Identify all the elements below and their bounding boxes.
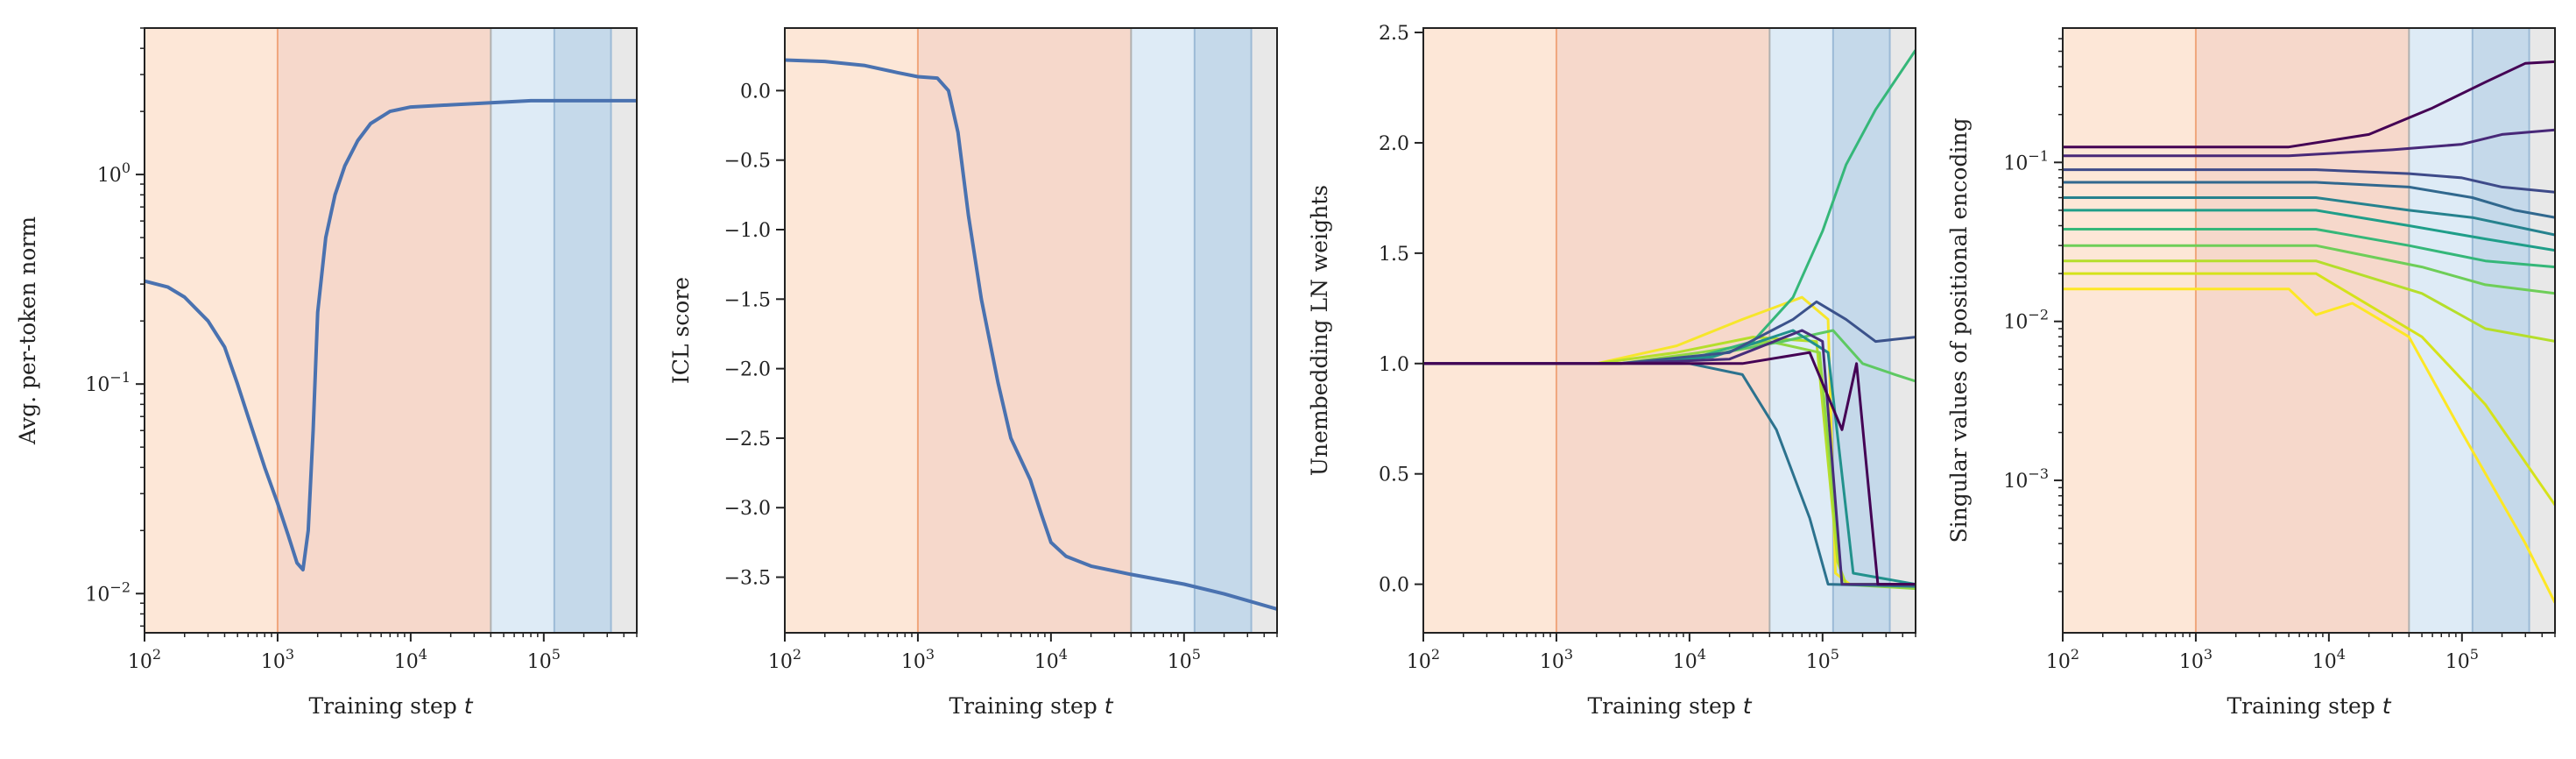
x-tick-label: 103 — [261, 646, 294, 673]
x-tick-label: 102 — [1407, 646, 1440, 673]
stage-band-4 — [554, 28, 611, 633]
y-tick-label: 0.0 — [740, 81, 771, 103]
stage-band-5 — [1251, 28, 1277, 633]
stage-band-4 — [1194, 28, 1252, 633]
y-tick-label: 100 — [97, 160, 131, 187]
y-tick-label: −2.5 — [724, 429, 771, 450]
x-tick-label: 104 — [2312, 646, 2346, 673]
series-line-sv1 — [2063, 60, 2555, 149]
x-tick-label: 102 — [768, 646, 801, 673]
series-group — [145, 98, 637, 571]
x-tick-label: 103 — [901, 646, 935, 673]
x-tick-label: 105 — [527, 646, 561, 673]
y-tick-label: 0.5 — [1379, 465, 1409, 486]
series-line-sv7 — [2063, 228, 2555, 269]
stage-band-1 — [785, 28, 918, 633]
series-line-sv5 — [2063, 196, 2555, 237]
y-axis-label: Unembedding LN weights — [1307, 185, 1332, 476]
stage-band-3 — [1131, 28, 1195, 633]
x-tick-label: 104 — [1673, 646, 1706, 673]
series-line-icl-score — [785, 58, 1277, 611]
panel-unembedding-ln-weights: 102 103 104 105 0.0 0.5 1.0 1.5 2.0 2.5 Training s… — [1307, 23, 1916, 719]
series-line-sv9 — [2063, 259, 2555, 343]
stage-band-1 — [2063, 28, 2196, 633]
stage-band-5 — [1889, 28, 1916, 633]
panel-avg-norm: 102 103 104 105 10−2 10−1 100 Training step t Av… — [15, 27, 638, 719]
y-tick-label: −3.0 — [724, 498, 771, 520]
x-axis-label: Training step t — [2227, 693, 2391, 719]
series-line-avg-norm — [145, 98, 637, 571]
y-tick-label: 1.5 — [1379, 244, 1409, 266]
panel-icl-score: 102 103 104 105 0.0 −0.5 −1.0 −1.5 −2.0 −2.5 −3.0 −… — [668, 27, 1278, 719]
panel-positional-encoding-singular-values: 102 103 104 105 10−3 10−2 10−1 Training step t S… — [1946, 27, 2556, 719]
y-tick-label: 10−2 — [85, 578, 131, 606]
stage-band-3 — [490, 28, 554, 633]
y-tick-label: −3.5 — [724, 568, 771, 590]
stage-band-2 — [1556, 28, 1770, 633]
y-tick-label: 1.0 — [1379, 354, 1409, 376]
series-group — [2063, 60, 2555, 604]
y-tick-label: 10−2 — [2003, 307, 2049, 334]
stage-band-2 — [917, 28, 1132, 633]
x-tick-label: 105 — [1806, 646, 1839, 673]
stage-band-3 — [2409, 28, 2473, 633]
x-tick-label: 103 — [1540, 646, 1573, 673]
series-line-w2 — [1423, 336, 1916, 586]
series-line-sv2 — [2063, 128, 2555, 158]
x-tick-label: 104 — [1034, 646, 1068, 673]
x-tick-label: 102 — [2046, 646, 2079, 673]
y-tick-label: −1.5 — [724, 289, 771, 311]
y-tick-label: 2.5 — [1379, 23, 1409, 45]
y-tick-label: −2.0 — [724, 359, 771, 381]
y-axis-label: Singular values of positional encoding — [1946, 117, 1972, 543]
series-line-sv4 — [2063, 181, 2555, 219]
x-tick-label: 103 — [2179, 646, 2213, 673]
stage-band-1 — [145, 28, 278, 633]
y-tick-label: −1.0 — [724, 220, 771, 242]
x-tick-label: 105 — [2445, 646, 2479, 673]
stage-band-5 — [610, 28, 637, 633]
x-axis-label: Training step t — [308, 693, 473, 719]
stage-band-2 — [277, 28, 491, 633]
x-axis-label: Training step t — [1587, 693, 1752, 719]
series-line-sv10 — [2063, 272, 2555, 507]
y-axis-label: Avg. per-token norm — [15, 216, 40, 445]
series-line-sv11 — [2063, 287, 2555, 604]
stage-band-1 — [1423, 28, 1556, 633]
x-tick-label: 102 — [128, 646, 161, 673]
x-tick-label: 105 — [1168, 646, 1201, 673]
y-tick-label: 10−3 — [2003, 465, 2049, 493]
y-tick-label: 0.0 — [1379, 575, 1409, 597]
y-tick-label: −0.5 — [724, 151, 771, 173]
y-tick-label: 10−1 — [85, 369, 131, 396]
series-group — [1423, 49, 1916, 591]
y-axis-label: ICL score — [668, 277, 694, 384]
y-tick-label: 10−1 — [2003, 147, 2049, 174]
stage-band-5 — [2529, 28, 2555, 633]
series-line-sv3 — [2063, 168, 2555, 194]
series-group — [785, 58, 1277, 611]
x-tick-label: 104 — [394, 646, 427, 673]
series-line-sv8 — [2063, 244, 2555, 295]
series-line-w10 — [1423, 351, 1916, 586]
x-axis-label: Training step t — [949, 693, 1113, 719]
series-line-sv6 — [2063, 209, 2555, 252]
stage-band-2 — [2195, 28, 2410, 633]
y-tick-label: 2.0 — [1379, 133, 1409, 155]
